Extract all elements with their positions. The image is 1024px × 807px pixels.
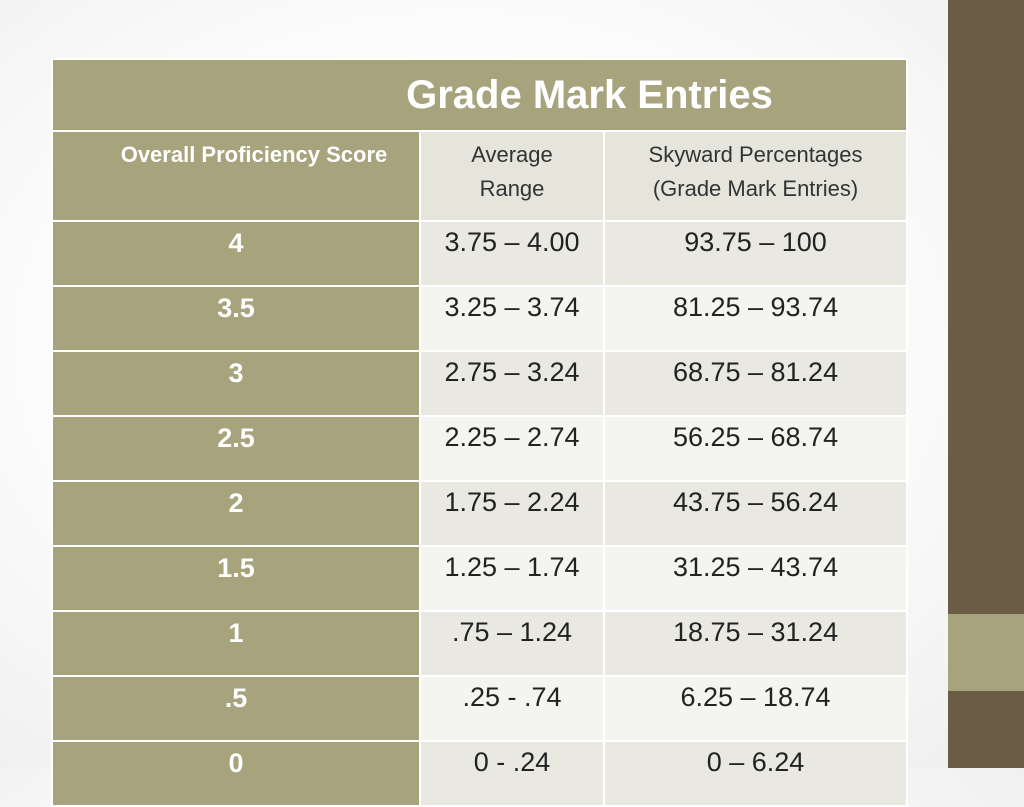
skyward-percent-cell: 6.25 – 18.74	[602, 675, 909, 742]
skyward-percent-cell: 93.75 – 100	[602, 220, 909, 287]
average-range-cell: 2.75 – 3.24	[419, 350, 605, 417]
header-overall-proficiency-score: Overall Proficiency Score	[51, 130, 421, 222]
table-row: 1 .75 – 1.24 18.75 – 31.24	[51, 610, 909, 677]
average-range-cell: .75 – 1.24	[419, 610, 605, 677]
average-range-cell: 2.25 – 2.74	[419, 415, 605, 482]
table-row: 3 2.75 – 3.24 68.75 – 81.24	[51, 350, 909, 417]
average-range-cell: 3.75 – 4.00	[419, 220, 605, 287]
grade-mark-table: Grade Mark Entries Overall Proficiency S…	[50, 58, 909, 807]
table-row: 4 3.75 – 4.00 93.75 – 100	[51, 220, 909, 287]
table-row: .5 .25 - .74 6.25 – 18.74	[51, 675, 909, 742]
table-row: 2.5 2.25 – 2.74 56.25 – 68.74	[51, 415, 909, 482]
table-row: 3.5 3.25 – 3.74 81.25 – 93.74	[51, 285, 909, 352]
average-range-cell: 0 - .24	[419, 740, 605, 807]
score-cell: 2	[51, 480, 421, 547]
score-cell: 1	[51, 610, 421, 677]
skyward-percent-cell: 18.75 – 31.24	[602, 610, 909, 677]
table-title: Grade Mark Entries	[50, 58, 909, 132]
table-row: 2 1.75 – 2.24 43.75 – 56.24	[51, 480, 909, 547]
table-row: 0 0 - .24 0 – 6.24	[51, 740, 909, 807]
score-cell: 3	[51, 350, 421, 417]
score-cell: 1.5	[51, 545, 421, 612]
header-skyward-line2: (Grade Mark Entries)	[652, 176, 859, 201]
score-cell: 2.5	[51, 415, 421, 482]
header-average-range: Average Range	[419, 130, 605, 222]
skyward-percent-cell: 43.75 – 56.24	[602, 480, 909, 547]
header-skyward-percentages: Skyward Percentages (Grade Mark Entries)	[602, 130, 909, 222]
score-cell: 4	[51, 220, 421, 287]
header-average-line1: Average	[471, 142, 553, 167]
score-cell: .5	[51, 675, 421, 742]
header-skyward-line1: Skyward Percentages	[648, 142, 863, 167]
average-range-cell: .25 - .74	[419, 675, 605, 742]
score-cell: 3.5	[51, 285, 421, 352]
skyward-percent-cell: 31.25 – 43.74	[602, 545, 909, 612]
skyward-percent-cell: 68.75 – 81.24	[602, 350, 909, 417]
average-range-cell: 1.25 – 1.74	[419, 545, 605, 612]
table-row: 1.5 1.25 – 1.74 31.25 – 43.74	[51, 545, 909, 612]
skyward-percent-cell: 56.25 – 68.74	[602, 415, 909, 482]
skyward-percent-cell: 81.25 – 93.74	[602, 285, 909, 352]
average-range-cell: 3.25 – 3.74	[419, 285, 605, 352]
skyward-percent-cell: 0 – 6.24	[602, 740, 909, 807]
score-cell: 0	[51, 740, 421, 807]
average-range-cell: 1.75 – 2.24	[419, 480, 605, 547]
side-decoration-accent	[948, 614, 1024, 691]
header-average-line2: Range	[479, 176, 545, 201]
